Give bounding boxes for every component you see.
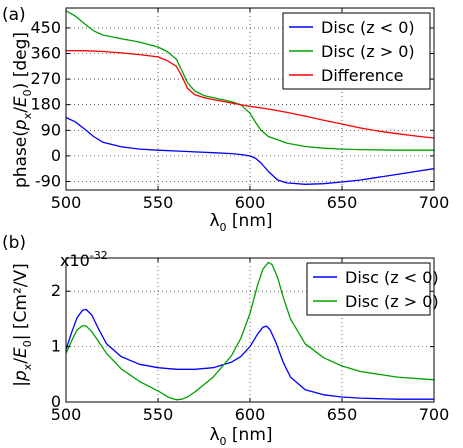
series-line-green bbox=[65, 261, 435, 401]
xtick-label: 500 bbox=[51, 193, 82, 212]
xtick-label: 700 bbox=[419, 193, 450, 212]
panel-b-lines bbox=[65, 261, 435, 401]
series-line-red bbox=[66, 50, 435, 139]
panel-b-scale-label: x10-32 bbox=[60, 249, 108, 270]
panel-b-ylabel: |px/E0| [Cm²/V] bbox=[11, 263, 34, 387]
panel-label-a: (a) bbox=[2, 5, 26, 25]
panel-b-xlabel: λ0 [nm] bbox=[209, 425, 272, 448]
panel-b-ticks: 500 550 600 650 700 0 1 2 bbox=[51, 258, 450, 424]
panel-a-legend: Disc (z < 0) Disc (z > 0) Difference bbox=[282, 12, 431, 90]
ytick-label: 90 bbox=[41, 120, 61, 139]
ytick-label: 270 bbox=[30, 69, 61, 88]
panel-a-xlabel: λ0 [nm] bbox=[209, 211, 272, 234]
legend-entry: Disc (z < 0) bbox=[321, 18, 415, 37]
panel-a-ylabel: phase(px/E0) [deg] bbox=[11, 32, 34, 188]
ytick-label: 2 bbox=[51, 281, 61, 300]
legend-entry: Disc (z > 0) bbox=[321, 42, 415, 61]
ytick-label: 180 bbox=[30, 95, 61, 114]
ytick-label: 450 bbox=[30, 18, 61, 37]
legend-entry: Disc (z < 0) bbox=[345, 268, 439, 287]
legend-box bbox=[306, 262, 431, 316]
ytick-label: 0 bbox=[51, 392, 61, 411]
xtick-label: 700 bbox=[419, 405, 450, 424]
series-line-blue bbox=[65, 116, 435, 185]
panel-a: (a) 500 550 600 650 700 -90 0 90 180 270 360 450 λ0… bbox=[2, 5, 449, 234]
xtick-label: 550 bbox=[143, 193, 174, 212]
panel-b: (b) x10-32 500 550 600 650 700 0 1 2 λ0 [nm] |p… bbox=[2, 233, 449, 448]
xtick-label: 650 bbox=[327, 193, 358, 212]
panel-b-legend: Disc (z < 0) Disc (z > 0) bbox=[306, 262, 439, 316]
series-line-blue bbox=[65, 308, 434, 400]
series-line-green bbox=[65, 10, 434, 151]
ytick-label: -90 bbox=[35, 171, 61, 190]
panel-a-ticks: 500 550 600 650 700 -90 0 90 180 270 360 450 bbox=[30, 8, 449, 212]
xtick-label: 500 bbox=[51, 405, 82, 424]
panel-a-lines bbox=[65, 10, 435, 185]
xtick-label: 600 bbox=[235, 193, 266, 212]
legend-entry: Disc (z > 0) bbox=[345, 292, 439, 311]
ytick-label: 1 bbox=[51, 337, 61, 356]
ytick-label: 0 bbox=[51, 146, 61, 165]
panel-label-b: (b) bbox=[2, 233, 26, 253]
xtick-label: 600 bbox=[235, 405, 266, 424]
xtick-label: 550 bbox=[143, 405, 174, 424]
ytick-label: 360 bbox=[30, 44, 61, 63]
xtick-label: 650 bbox=[327, 405, 358, 424]
legend-entry: Difference bbox=[321, 66, 403, 85]
